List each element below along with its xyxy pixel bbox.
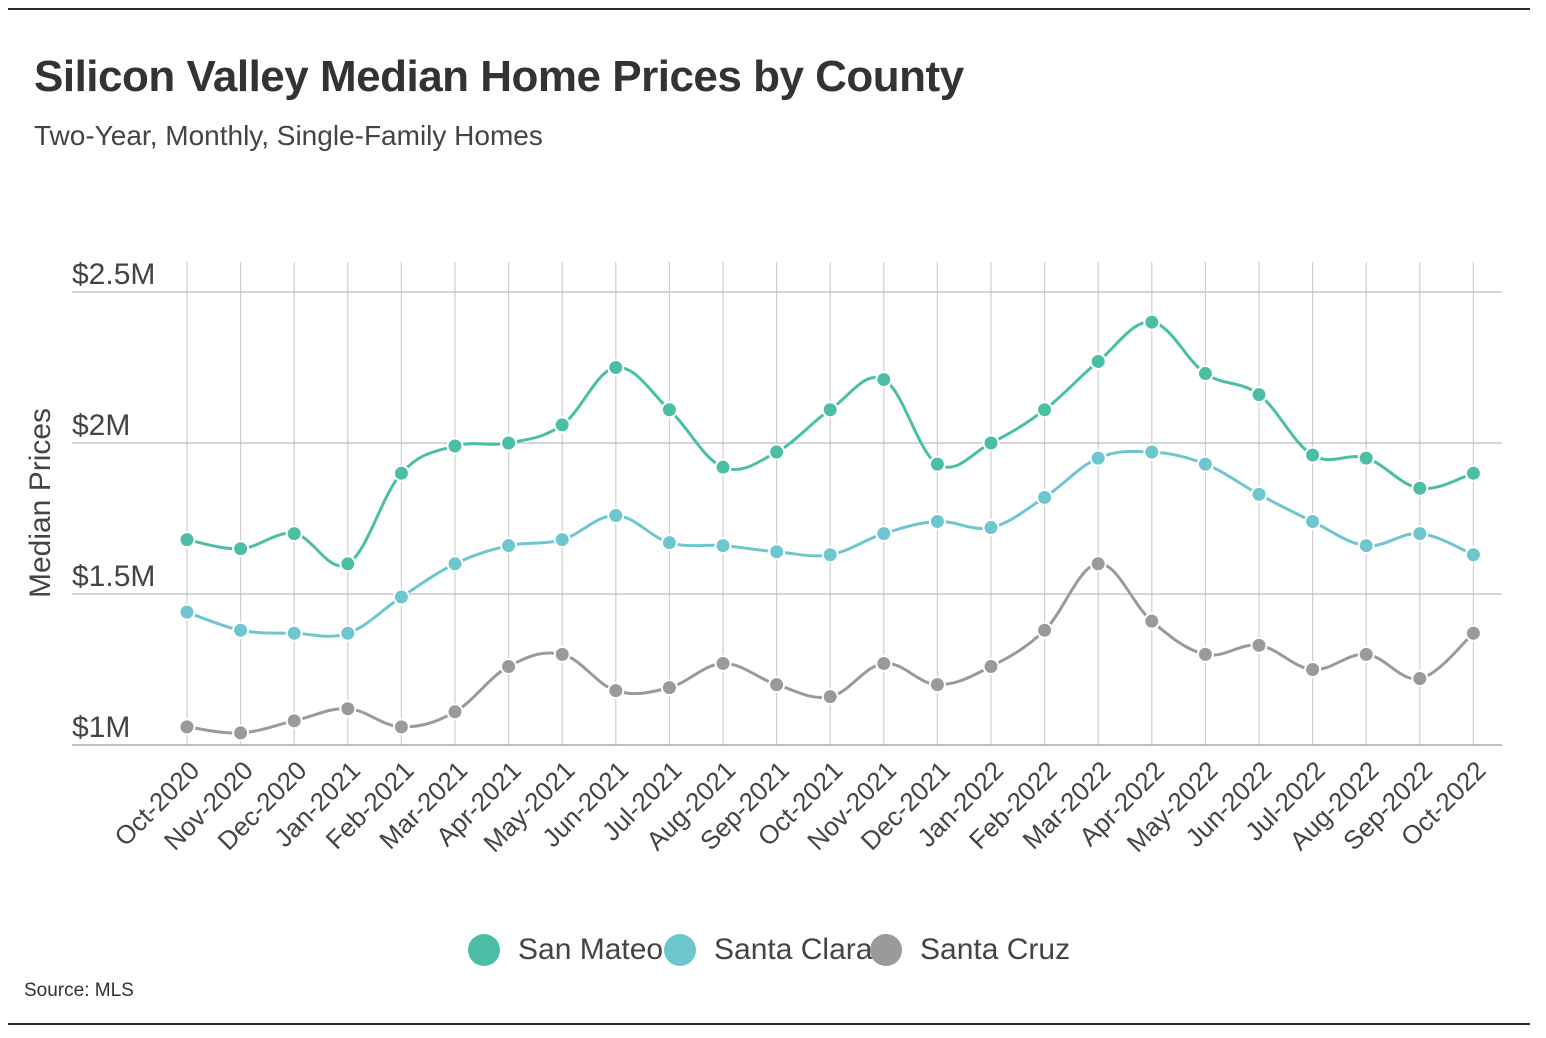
data-point-santa-clara: [446, 555, 464, 573]
chart-title: Silicon Valley Median Home Prices by Cou…: [34, 52, 964, 101]
data-point-santa-cruz: [392, 718, 410, 736]
data-point-san-mateo: [714, 458, 732, 476]
data-point-santa-cruz: [1357, 645, 1375, 663]
data-point-santa-cruz: [553, 645, 571, 663]
data-point-santa-cruz: [500, 657, 518, 675]
legend-swatch: [468, 934, 500, 966]
data-point-santa-clara: [339, 624, 357, 642]
data-point-san-mateo: [285, 525, 303, 543]
data-point-santa-cruz: [1143, 612, 1161, 630]
top-rule: [8, 8, 1530, 10]
data-point-san-mateo: [1464, 464, 1482, 482]
y-tick-label: $1.5M: [72, 560, 155, 593]
data-point-san-mateo: [821, 401, 839, 419]
data-point-santa-cruz: [178, 718, 196, 736]
data-point-san-mateo: [500, 434, 518, 452]
data-point-santa-cruz: [1089, 555, 1107, 573]
legend-item-santa-cruz: Santa Cruz: [870, 928, 1070, 972]
data-point-santa-clara: [232, 621, 250, 639]
data-point-san-mateo: [1304, 446, 1322, 464]
legend-label: San Mateo: [518, 933, 664, 966]
legend-item-santa-clara: Santa Clara: [664, 928, 872, 972]
y-axis-label: Median Prices: [24, 408, 57, 598]
legend-swatch: [664, 934, 696, 966]
data-point-san-mateo: [1196, 365, 1214, 383]
data-point-san-mateo: [768, 443, 786, 461]
data-point-san-mateo: [1357, 449, 1375, 467]
data-point-santa-cruz: [1464, 624, 1482, 642]
data-point-san-mateo: [392, 464, 410, 482]
data-point-san-mateo: [553, 416, 571, 434]
data-point-santa-clara: [500, 537, 518, 555]
data-point-santa-clara: [660, 534, 678, 552]
legend-item-san-mateo: San Mateo: [468, 928, 663, 972]
data-point-santa-clara: [1196, 455, 1214, 473]
data-point-santa-cruz: [1304, 661, 1322, 678]
data-point-santa-cruz: [1196, 645, 1214, 663]
data-point-san-mateo: [339, 555, 357, 573]
data-point-santa-cruz: [607, 682, 625, 700]
data-point-santa-cruz: [1250, 636, 1268, 654]
bottom-rule: [8, 1023, 1530, 1025]
data-point-santa-clara: [1089, 449, 1107, 467]
data-point-san-mateo: [1143, 313, 1161, 331]
data-point-san-mateo: [660, 401, 678, 419]
data-point-santa-clara: [285, 624, 303, 642]
data-point-santa-cruz: [928, 676, 946, 694]
data-point-santa-cruz: [1036, 621, 1054, 639]
data-point-san-mateo: [178, 531, 196, 549]
data-point-san-mateo: [1250, 386, 1268, 404]
source-note: Source: MLS: [24, 980, 134, 1001]
y-tick-label: $2M: [72, 409, 130, 442]
data-point-santa-cruz: [714, 654, 732, 672]
data-point-santa-clara: [178, 603, 196, 621]
data-point-santa-clara: [821, 546, 839, 564]
data-point-santa-cruz: [875, 654, 893, 672]
data-point-santa-cruz: [821, 688, 839, 706]
data-point-santa-clara: [1304, 513, 1322, 531]
data-point-san-mateo: [928, 455, 946, 473]
data-point-santa-cruz: [232, 724, 250, 742]
data-point-santa-clara: [392, 588, 410, 606]
data-point-san-mateo: [1089, 352, 1107, 370]
data-point-san-mateo: [982, 434, 1000, 452]
data-point-santa-cruz: [768, 676, 786, 694]
data-point-san-mateo: [232, 540, 250, 558]
y-tick-label: $1M: [72, 711, 130, 744]
y-tick-label: $2.5M: [72, 258, 155, 291]
data-point-santa-cruz: [446, 703, 464, 721]
data-point-santa-clara: [1464, 546, 1482, 564]
data-point-san-mateo: [1411, 479, 1429, 497]
chart-legend: San Mateo Santa Clara Santa Cruz: [0, 928, 1546, 972]
data-point-san-mateo: [446, 437, 464, 455]
data-point-santa-cruz: [660, 679, 678, 697]
data-point-san-mateo: [1036, 401, 1054, 419]
data-point-santa-cruz: [1411, 670, 1429, 688]
data-point-santa-clara: [1036, 488, 1054, 506]
data-point-santa-clara: [1143, 443, 1161, 461]
legend-label: Santa Clara: [714, 933, 873, 966]
data-point-santa-clara: [768, 543, 786, 561]
data-point-santa-clara: [875, 525, 893, 543]
data-point-santa-clara: [1411, 525, 1429, 543]
data-point-santa-clara: [1357, 537, 1375, 555]
data-point-santa-clara: [553, 531, 571, 549]
data-point-santa-clara: [1250, 485, 1268, 503]
legend-swatch: [870, 934, 902, 966]
data-point-santa-cruz: [339, 700, 357, 718]
data-point-san-mateo: [607, 359, 625, 376]
data-point-santa-clara: [928, 513, 946, 531]
legend-label: Santa Cruz: [920, 933, 1071, 966]
data-point-santa-clara: [982, 519, 1000, 537]
data-point-santa-clara: [607, 506, 625, 524]
data-point-santa-cruz: [982, 657, 1000, 675]
data-point-santa-cruz: [285, 712, 303, 730]
data-point-san-mateo: [875, 371, 893, 389]
chart-subtitle: Two-Year, Monthly, Single-Family Homes: [34, 120, 543, 151]
data-point-santa-clara: [714, 537, 732, 555]
